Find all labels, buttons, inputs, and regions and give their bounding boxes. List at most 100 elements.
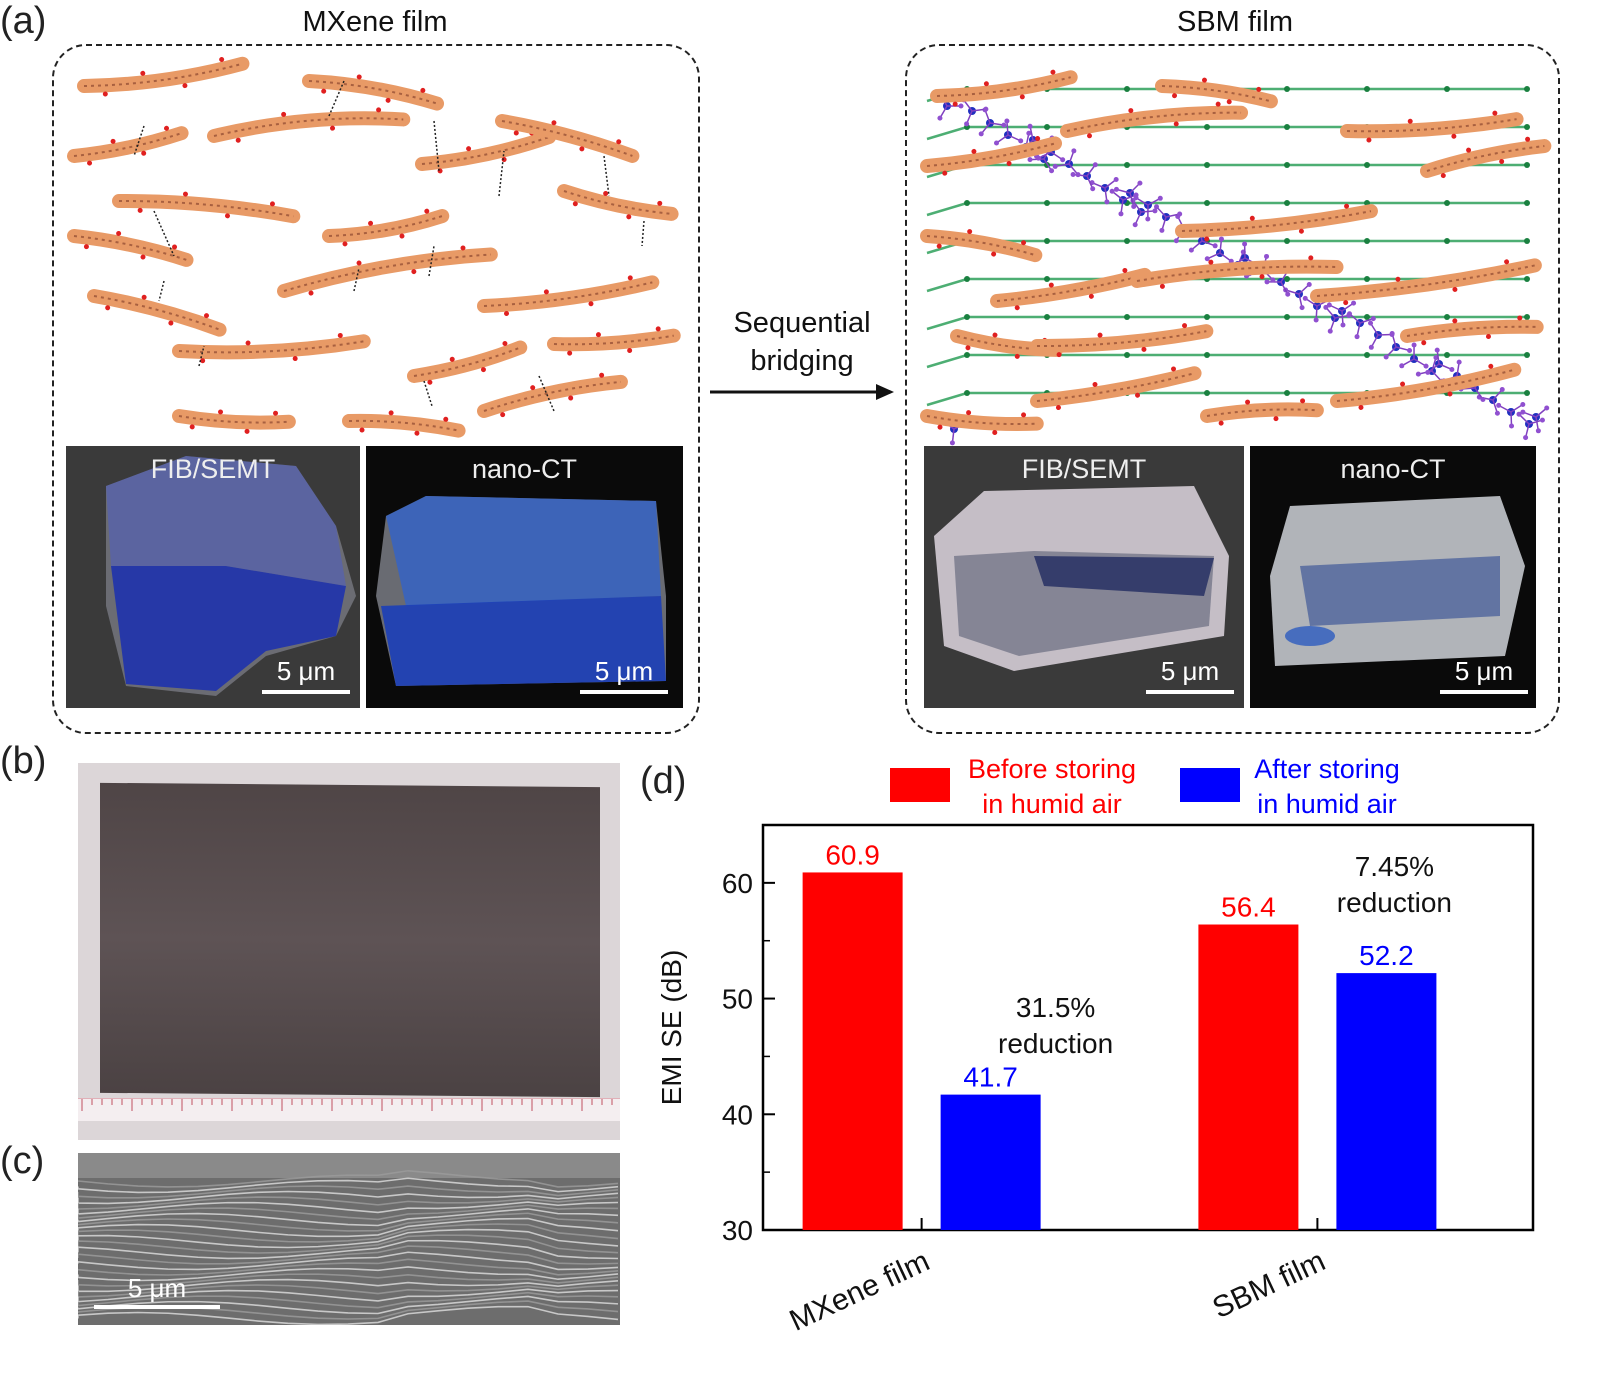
panel-d-label: (d) [640, 760, 687, 802]
mxene-flake [495, 114, 640, 163]
bar-after-sbm [1336, 973, 1437, 1230]
bar-value-label: 60.9 [825, 839, 880, 870]
mxene-flake [67, 125, 189, 166]
mxene-flake [207, 107, 411, 143]
legend-before-line2: in humid air [982, 789, 1122, 819]
sem-layer [78, 1291, 619, 1309]
sem-layer [78, 1295, 619, 1315]
sem-layer [78, 1266, 619, 1282]
panel-b-label: (b) [0, 740, 47, 782]
sbm-nano-ct-label: nano-CT [1340, 454, 1446, 484]
mxene-flake [1200, 398, 1324, 426]
mxene-nano-ct-image: nano-CT 5 μm [366, 446, 683, 708]
legend-swatch-after [1180, 768, 1240, 802]
sem-layer [78, 1169, 619, 1188]
plot-frame [761, 823, 1535, 1232]
sbm-film-title: SBM film [1177, 6, 1293, 38]
mxene-flake [77, 56, 250, 97]
mxene-flake [1330, 362, 1522, 410]
mxene-flake [1175, 203, 1378, 242]
scale-bar [580, 690, 668, 694]
y-tick-label: 40 [722, 1099, 753, 1130]
mxene-flake [547, 326, 681, 356]
mxene-flake [67, 229, 194, 267]
mxene-flake [1030, 366, 1202, 411]
mxene-flake [1340, 110, 1524, 143]
sem-layer [78, 1204, 619, 1221]
panel-a-label: (a) [0, 0, 47, 42]
sbm-fib-semt-label: FIB/SEMT [1021, 454, 1147, 484]
sem-layer [78, 1177, 619, 1194]
sbm-schematic-box [905, 44, 1560, 734]
sem-layer [78, 1196, 619, 1210]
mxene-flake [1400, 315, 1544, 346]
mxene-flake [302, 74, 445, 111]
legend-before-line1: Before storing [967, 754, 1137, 784]
x-tick-label: MXene film [785, 1244, 935, 1337]
polymer-chain [926, 315, 1527, 331]
mxene-fib-semt-label: FIB/SEMT [150, 454, 276, 484]
arrow-text-line1: Sequential [733, 307, 871, 339]
y-tick-label: 30 [722, 1215, 753, 1246]
x-tick-label: SBM film [1208, 1244, 1331, 1325]
sem-layer [78, 1223, 619, 1243]
reduction-annotation-label: reduction [1337, 887, 1452, 918]
mxene-flake [1030, 323, 1214, 358]
mxene-flake [920, 136, 1063, 176]
sem-layer [78, 1284, 619, 1298]
sem-layer [78, 1305, 619, 1325]
sbm-schematic [920, 69, 1552, 446]
sem-layer [78, 1201, 619, 1215]
sem-layer [78, 1217, 619, 1238]
mxene-flake [477, 372, 628, 418]
mxene-schematic [67, 56, 681, 438]
mxene-flake [1420, 136, 1552, 179]
legend-after-line2: in humid air [1257, 789, 1397, 819]
mxene-flake [920, 409, 1044, 436]
y-tick-label: 60 [722, 868, 753, 899]
mxene-flake [1130, 255, 1344, 289]
sem-layer [78, 1278, 619, 1293]
sem-layer [78, 1239, 619, 1260]
sem-layer [78, 1234, 619, 1254]
sem-layer [78, 1273, 619, 1287]
bar-after-mxene [940, 1094, 1041, 1230]
mxene-film-title: MXene film [302, 6, 448, 38]
mxene-flake [172, 409, 296, 434]
mxene-schematic-box [52, 44, 700, 734]
mxene-flake [342, 410, 466, 438]
mxene-flake [277, 245, 498, 298]
bar-value-label: 56.4 [1221, 892, 1276, 923]
sem-layer [78, 1208, 619, 1227]
ruler [78, 1098, 620, 1121]
reduction-annotation-label: reduction [998, 1028, 1113, 1059]
sequential-bridging-arrow [710, 384, 894, 400]
mxene-flake [920, 229, 1043, 263]
scale-bar-label: 5 μm [1454, 656, 1514, 686]
bar-before-mxene [802, 872, 903, 1230]
polymer-chain [926, 239, 1527, 255]
scale-bar-label: 5 μm [127, 1273, 187, 1303]
sem-layer [78, 1228, 619, 1249]
reduction-annotation-value: 7.45% [1355, 851, 1434, 882]
scale-bar [262, 690, 350, 694]
arrow-text-line2: bridging [750, 345, 854, 377]
mxene-flake [172, 332, 371, 364]
mxene-flake [87, 289, 227, 337]
polymer-chain [926, 201, 1527, 217]
panel-c-label: (c) [0, 1140, 45, 1182]
mxene-film-sheet [100, 782, 600, 1098]
reduction-annotation-value: 31.5% [1016, 992, 1095, 1023]
sem-layer [78, 1212, 619, 1232]
polymer-chain [926, 391, 1527, 407]
sem-layer [78, 1245, 619, 1265]
sem-layer [78, 1190, 619, 1205]
scale-bar [1440, 690, 1528, 694]
mxene-flake [477, 275, 660, 316]
bar-value-label: 41.7 [963, 1062, 1018, 1093]
sbm-fib-semt-image: FIB/SEMT 5 μm [924, 446, 1244, 708]
sem-layer [78, 1258, 619, 1276]
sem-layer [78, 1251, 619, 1271]
mxene-flake [1310, 258, 1542, 306]
scale-bar-label: 5 μm [1160, 656, 1220, 686]
